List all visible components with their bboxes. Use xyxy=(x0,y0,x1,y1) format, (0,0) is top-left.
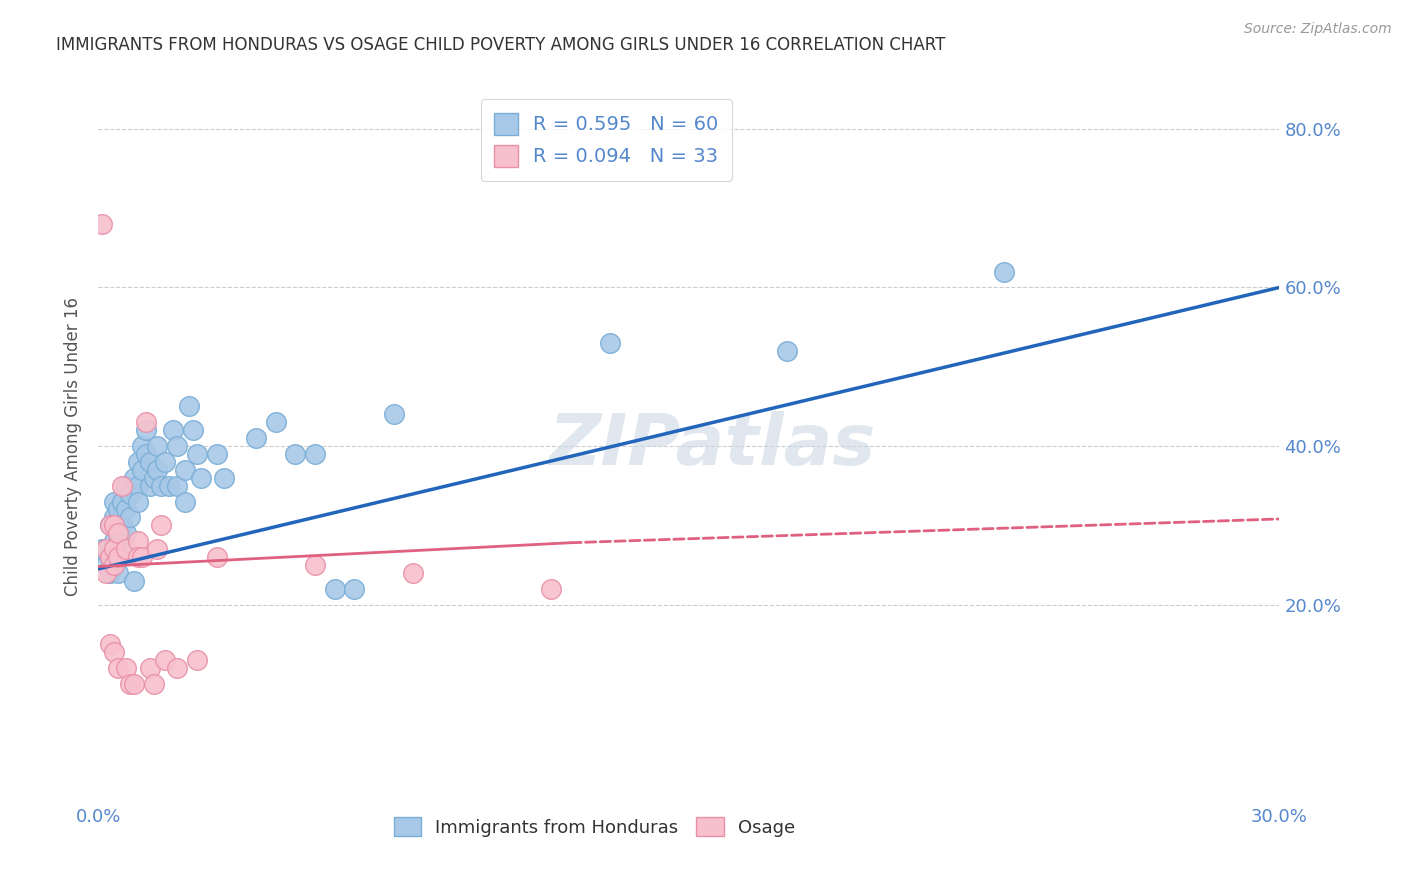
Y-axis label: Child Poverty Among Girls Under 16: Child Poverty Among Girls Under 16 xyxy=(65,296,83,596)
Point xyxy=(98,637,121,651)
Point xyxy=(131,549,153,564)
Point xyxy=(155,653,177,667)
Point xyxy=(150,478,173,492)
Point xyxy=(115,478,138,492)
Point xyxy=(131,439,153,453)
Point xyxy=(174,494,197,508)
Point xyxy=(91,542,114,557)
Point xyxy=(264,415,287,429)
Point xyxy=(107,566,129,580)
Point xyxy=(142,677,165,691)
Point xyxy=(98,549,121,564)
Point xyxy=(138,455,160,469)
Point xyxy=(214,471,236,485)
Point xyxy=(103,510,125,524)
Point xyxy=(776,343,799,358)
Point xyxy=(186,653,208,667)
Point xyxy=(205,447,228,461)
Point xyxy=(98,518,121,533)
Point xyxy=(91,217,114,231)
Point xyxy=(135,423,157,437)
Point xyxy=(284,447,307,461)
Point xyxy=(146,463,169,477)
Point xyxy=(107,502,129,516)
Point xyxy=(103,494,125,508)
Point xyxy=(111,542,134,557)
Point xyxy=(323,582,346,596)
Point xyxy=(127,455,149,469)
Point xyxy=(166,661,188,675)
Point xyxy=(111,494,134,508)
Point xyxy=(107,542,129,557)
Point xyxy=(146,542,169,557)
Point xyxy=(96,542,118,557)
Point xyxy=(115,542,138,557)
Text: IMMIGRANTS FROM HONDURAS VS OSAGE CHILD POVERTY AMONG GIRLS UNDER 16 CORRELATION: IMMIGRANTS FROM HONDURAS VS OSAGE CHILD … xyxy=(56,36,946,54)
Point xyxy=(181,423,204,437)
Point xyxy=(382,407,405,421)
Point xyxy=(118,510,141,524)
Point xyxy=(304,558,326,572)
Point xyxy=(103,534,125,549)
Point xyxy=(122,677,145,691)
Point xyxy=(304,447,326,461)
Point xyxy=(127,478,149,492)
Point xyxy=(107,549,129,564)
Point xyxy=(98,549,121,564)
Point xyxy=(98,566,121,580)
Point xyxy=(96,566,118,580)
Point xyxy=(245,431,267,445)
Point xyxy=(540,582,562,596)
Point xyxy=(150,518,173,533)
Point xyxy=(138,661,160,675)
Point xyxy=(115,661,138,675)
Point xyxy=(131,463,153,477)
Point xyxy=(402,566,425,580)
Point xyxy=(107,526,129,541)
Point xyxy=(135,415,157,429)
Point xyxy=(993,264,1015,278)
Point xyxy=(115,526,138,541)
Point xyxy=(103,558,125,572)
Legend: Immigrants from Honduras, Osage: Immigrants from Honduras, Osage xyxy=(387,810,803,844)
Point xyxy=(118,486,141,500)
Point xyxy=(111,478,134,492)
Point xyxy=(118,677,141,691)
Point xyxy=(122,574,145,588)
Point xyxy=(599,335,621,350)
Point xyxy=(103,518,125,533)
Point xyxy=(162,423,184,437)
Point xyxy=(177,400,200,414)
Point xyxy=(166,439,188,453)
Point xyxy=(190,471,212,485)
Point xyxy=(111,518,134,533)
Point xyxy=(157,478,180,492)
Point xyxy=(138,478,160,492)
Point xyxy=(103,558,125,572)
Point xyxy=(142,471,165,485)
Point xyxy=(96,558,118,572)
Point xyxy=(107,661,129,675)
Point xyxy=(107,526,129,541)
Point xyxy=(135,447,157,461)
Point xyxy=(343,582,366,596)
Point xyxy=(103,645,125,659)
Point xyxy=(98,518,121,533)
Point xyxy=(166,478,188,492)
Point xyxy=(146,439,169,453)
Point xyxy=(155,455,177,469)
Point xyxy=(96,542,118,557)
Point xyxy=(103,542,125,557)
Point xyxy=(127,549,149,564)
Point xyxy=(122,471,145,485)
Text: Source: ZipAtlas.com: Source: ZipAtlas.com xyxy=(1244,22,1392,37)
Point xyxy=(127,494,149,508)
Point xyxy=(205,549,228,564)
Point xyxy=(174,463,197,477)
Point xyxy=(186,447,208,461)
Text: ZIPatlas: ZIPatlas xyxy=(548,411,876,481)
Point xyxy=(115,502,138,516)
Point xyxy=(127,534,149,549)
